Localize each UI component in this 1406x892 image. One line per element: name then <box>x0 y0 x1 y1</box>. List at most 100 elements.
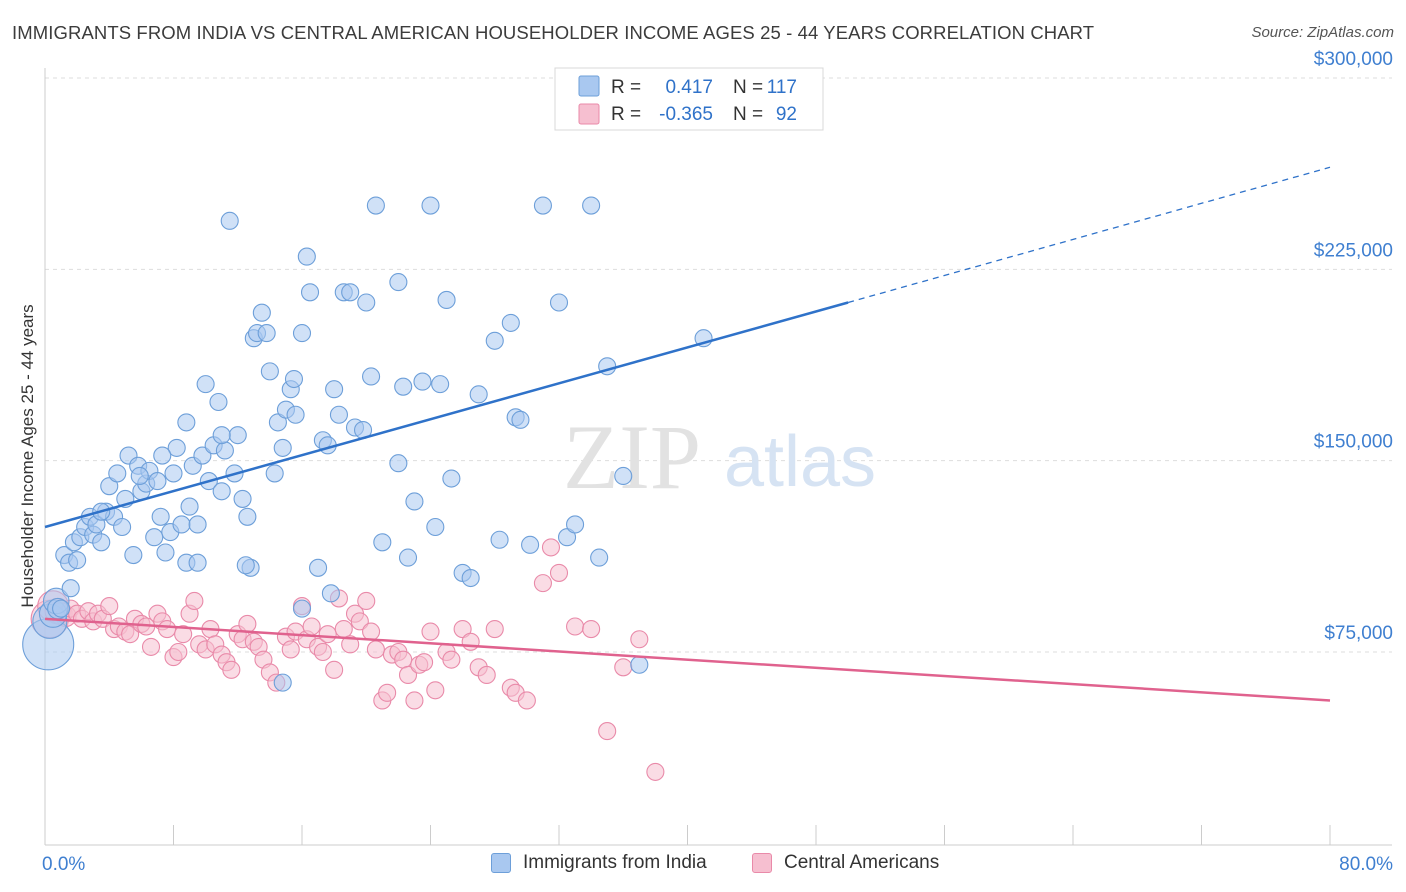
central-point-82 <box>517 691 536 710</box>
india-point-119 <box>413 372 432 391</box>
central-point-72 <box>426 681 445 700</box>
india-point-106 <box>284 369 304 389</box>
central-point-51 <box>313 642 332 662</box>
india-point-87 <box>490 530 509 549</box>
india-point-59 <box>286 405 305 424</box>
india-point-52 <box>257 324 276 343</box>
central-point-78 <box>477 665 496 685</box>
india-point-86 <box>485 331 504 350</box>
india-point-46 <box>233 489 252 508</box>
y-tick-label-3: $300,000 <box>1314 49 1393 70</box>
india-point-20 <box>124 546 143 565</box>
central-point-56 <box>341 635 360 654</box>
india-point-78 <box>405 492 424 511</box>
central-point-26 <box>174 625 193 644</box>
india-point-90 <box>511 410 530 429</box>
central-point-86 <box>566 617 585 636</box>
india-point-43 <box>220 211 239 230</box>
central-point-75 <box>453 619 472 639</box>
india-point-115 <box>236 556 255 575</box>
bottom-legend-swatch-india <box>491 853 511 873</box>
india-point-91 <box>533 196 552 215</box>
source-label: Source: ZipAtlas.com <box>1251 24 1394 41</box>
india-point-104 <box>68 551 87 570</box>
legend-r-value-central: -0.365 <box>659 104 713 125</box>
legend: R = 0.417 N = 117 R = -0.365 N = 92 <box>554 67 824 131</box>
legend-n-value-central: 92 <box>776 104 797 125</box>
central-point-59 <box>357 591 376 611</box>
central-point-49 <box>302 617 321 636</box>
india-point-63 <box>309 558 328 577</box>
bottom-legend-label-india: Immigrants from India <box>523 852 707 873</box>
india-point-71 <box>357 293 376 312</box>
india-point-61 <box>297 247 316 266</box>
india-point-51 <box>252 303 271 322</box>
india-points <box>22 196 713 692</box>
india-point-76 <box>394 377 413 396</box>
bottom-legend-swatch-central <box>752 853 772 873</box>
india-point-80 <box>426 517 445 537</box>
india-point-108 <box>212 426 231 445</box>
india-point-69 <box>341 283 360 302</box>
india-point-56 <box>273 438 292 457</box>
y-tick-label-0: $75,000 <box>1324 623 1393 644</box>
legend-swatch-central <box>578 103 600 125</box>
india-point-13 <box>92 533 111 552</box>
india-point-25 <box>148 472 167 491</box>
central-point-52 <box>318 625 337 644</box>
central-point-76 <box>461 632 480 651</box>
india-point-88 <box>501 313 520 332</box>
india-point-120 <box>52 599 71 618</box>
central-point-67 <box>398 665 418 685</box>
india-point-114 <box>389 454 408 473</box>
central-point-35 <box>222 660 241 679</box>
india-point-35 <box>188 553 207 572</box>
india-point-29 <box>164 464 183 483</box>
central-point-20 <box>141 637 161 656</box>
central-point-25 <box>169 642 188 662</box>
india-point-105 <box>145 528 164 547</box>
india-point-37 <box>196 375 215 394</box>
india-point-110 <box>469 385 488 404</box>
india-point-111 <box>321 584 340 603</box>
watermark: ZIP atlas <box>563 406 876 508</box>
central-point-84 <box>541 538 561 557</box>
india-point-30 <box>167 438 186 457</box>
india-point-101 <box>590 548 609 567</box>
central-point-53 <box>325 660 344 679</box>
bottom-legend-label-central: Central Americans <box>784 852 940 873</box>
india-point-26 <box>151 507 170 526</box>
india-point-36 <box>193 446 212 465</box>
y-tick-labels: $75,000 $150,000 $225,000 $300,000 <box>1314 49 1393 644</box>
india-point-98 <box>630 655 649 674</box>
watermark-atlas: atlas <box>724 422 876 502</box>
india-point-41 <box>212 482 231 501</box>
central-trend-line <box>44 617 1331 702</box>
india-point-112 <box>292 599 312 618</box>
india-point-113 <box>521 535 540 554</box>
legend-n-label-india: N = <box>733 77 763 98</box>
central-point-85 <box>549 563 569 582</box>
central-point-68 <box>405 691 424 710</box>
central-point-28 <box>185 591 204 611</box>
india-point-67 <box>329 405 348 424</box>
india-point-83 <box>442 469 461 488</box>
india-point-95 <box>582 196 601 215</box>
india-point-47 <box>238 507 257 526</box>
india-point-79 <box>421 196 440 215</box>
india-point-81 <box>431 375 450 394</box>
central-point-74 <box>442 650 461 669</box>
legend-n-label-central: N = <box>733 104 763 125</box>
central-americans-points <box>30 538 665 781</box>
central-point-89 <box>614 658 633 677</box>
india-point-94 <box>566 515 585 534</box>
india-point-93 <box>557 528 577 547</box>
chart-title: IMMIGRANTS FROM INDIA VS CENTRAL AMERICA… <box>12 22 1095 43</box>
central-point-66 <box>394 650 413 669</box>
legend-r-label-india: R = <box>611 77 641 98</box>
legend-swatch-india <box>578 75 600 97</box>
india-point-62 <box>300 283 320 302</box>
central-point-58 <box>350 612 369 631</box>
central-point-91 <box>646 762 665 781</box>
legend-n-value-india: 117 <box>767 77 797 98</box>
